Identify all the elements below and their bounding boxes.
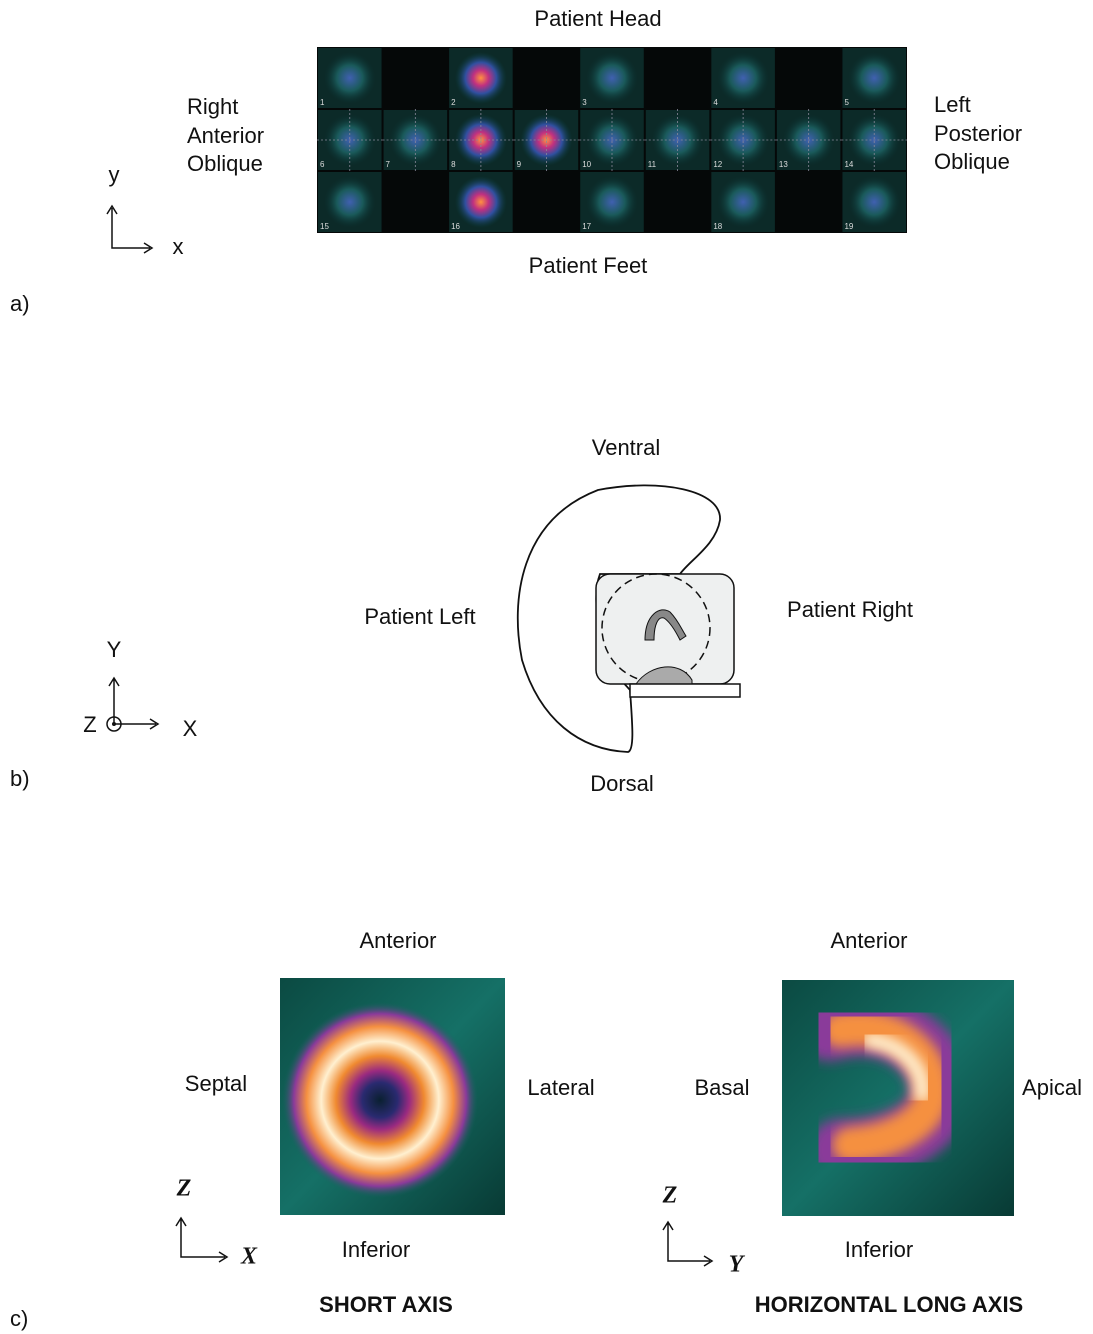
tile-number: 8 bbox=[451, 160, 456, 169]
axis-label: Y bbox=[107, 637, 122, 662]
top-label: Anterior bbox=[359, 928, 436, 953]
tile-number: 9 bbox=[517, 160, 522, 169]
top-label: Anterior bbox=[830, 928, 907, 953]
right-label: Left bbox=[934, 92, 971, 117]
axes-arrows bbox=[663, 1222, 712, 1266]
view-title: SHORT AXIS bbox=[319, 1292, 453, 1317]
tile-number: 18 bbox=[713, 222, 722, 231]
tile-number: 4 bbox=[713, 98, 718, 107]
tile-number: 17 bbox=[582, 222, 591, 231]
table bbox=[630, 684, 740, 697]
axis-label: x bbox=[173, 234, 184, 259]
axes-arrows bbox=[176, 1218, 227, 1262]
axis-label: Z bbox=[83, 712, 96, 737]
axis-label: Z bbox=[176, 1176, 192, 1202]
tile-number: 1 bbox=[320, 98, 325, 107]
tile-uptake bbox=[324, 52, 376, 104]
tile-uptake bbox=[324, 176, 376, 228]
axis-label: y bbox=[109, 162, 120, 187]
top-label: Patient Head bbox=[534, 6, 661, 31]
left-label: Patient Left bbox=[364, 604, 475, 629]
panel-label: a) bbox=[10, 291, 30, 316]
bottom-label: Inferior bbox=[342, 1237, 410, 1262]
bottom-label: Patient Feet bbox=[529, 253, 648, 278]
tile-number: 11 bbox=[648, 160, 657, 169]
tile-number: 12 bbox=[713, 160, 722, 169]
tile-number: 7 bbox=[386, 160, 391, 169]
top-label: Ventral bbox=[592, 435, 661, 460]
left-label: Oblique bbox=[187, 151, 263, 176]
view-title: HORIZONTAL LONG AXIS bbox=[755, 1292, 1023, 1317]
axis-label: X bbox=[240, 1244, 258, 1270]
tile-uptake bbox=[717, 176, 769, 228]
tile-uptake bbox=[455, 176, 507, 228]
figure: Patient Head Patient Feet Right Anterior… bbox=[0, 0, 1093, 1334]
tile-number: 6 bbox=[320, 160, 325, 169]
tile-number: 5 bbox=[844, 98, 849, 107]
axes-arrows bbox=[109, 678, 158, 729]
z-axis-dot bbox=[112, 722, 116, 726]
bottom-label: Inferior bbox=[845, 1237, 913, 1262]
right-label: Oblique bbox=[934, 149, 1010, 174]
left-label: Right bbox=[187, 94, 238, 119]
axes-arrows bbox=[107, 206, 152, 253]
tile-number: 3 bbox=[582, 98, 587, 107]
tile-uptake bbox=[455, 52, 507, 104]
axis-label: Y bbox=[729, 1252, 746, 1278]
tile-number: 19 bbox=[844, 222, 853, 231]
tile-uptake bbox=[848, 176, 900, 228]
bottom-label: Dorsal bbox=[590, 771, 654, 796]
axis-label: X bbox=[183, 716, 198, 741]
left-label: Anterior bbox=[187, 123, 264, 148]
right-label: Posterior bbox=[934, 121, 1022, 146]
tile-uptake bbox=[586, 176, 638, 228]
tile-uptake bbox=[586, 52, 638, 104]
left-label: Septal bbox=[185, 1071, 247, 1096]
tile-number: 16 bbox=[451, 222, 460, 231]
panel-label: b) bbox=[10, 766, 30, 791]
left-label: Basal bbox=[694, 1075, 749, 1100]
tile-number: 2 bbox=[451, 98, 456, 107]
tile-number: 15 bbox=[320, 222, 329, 231]
tile-number: 10 bbox=[582, 160, 591, 169]
tile-uptake bbox=[848, 52, 900, 104]
tile-number: 13 bbox=[779, 160, 788, 169]
tile-uptake bbox=[717, 52, 769, 104]
right-label: Apical bbox=[1022, 1075, 1082, 1100]
axis-label: Z bbox=[662, 1183, 678, 1209]
right-label: Patient Right bbox=[787, 597, 913, 622]
tile-number: 14 bbox=[844, 160, 853, 169]
panel-label: c) bbox=[10, 1306, 28, 1331]
right-label: Lateral bbox=[527, 1075, 594, 1100]
ring-uptake bbox=[282, 1002, 478, 1198]
